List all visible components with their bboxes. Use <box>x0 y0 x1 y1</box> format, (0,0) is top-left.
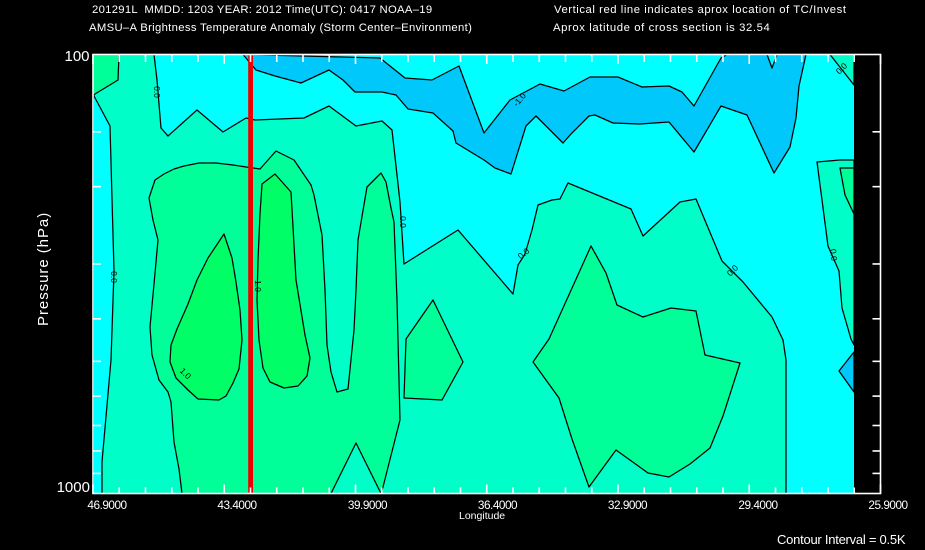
svg-text:0.0: 0.0 <box>398 216 408 228</box>
svg-text:0.0: 0.0 <box>152 86 162 98</box>
svg-text:0.0: 0.0 <box>109 271 119 283</box>
svg-text:1.0: 1.0 <box>253 280 263 292</box>
svg-text:0.0: 0.0 <box>828 249 839 262</box>
